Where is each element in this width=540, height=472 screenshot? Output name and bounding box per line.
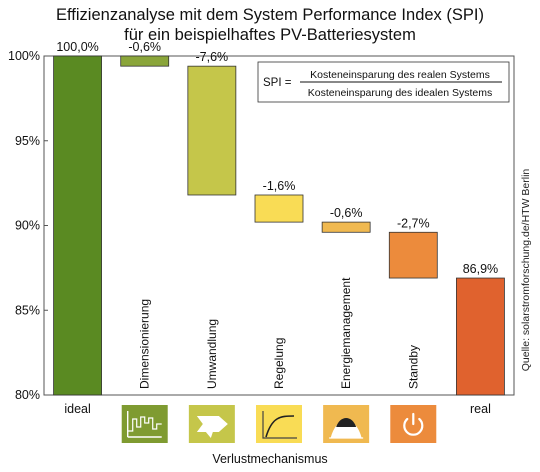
category-label: real bbox=[470, 402, 491, 416]
bar-value-label: -2,7% bbox=[397, 216, 430, 230]
bar-value-label: -0,6% bbox=[128, 40, 161, 54]
bar-regelung bbox=[254, 194, 304, 223]
y-tick-label: 85% bbox=[15, 303, 40, 317]
source-note: Quelle: solarstromforschung.de/HTW Berli… bbox=[520, 168, 532, 372]
formula-lhs: SPI = bbox=[263, 77, 292, 89]
bar-energiemanagement bbox=[321, 221, 371, 233]
bar-value-label: -0,6% bbox=[330, 206, 363, 220]
power-icon bbox=[390, 405, 437, 443]
bar-value-label: -7,6% bbox=[196, 50, 229, 64]
category-label: ideal bbox=[64, 402, 90, 416]
bar-ideal bbox=[53, 55, 102, 396]
category-label: Regelung bbox=[272, 338, 286, 389]
bar-value-label: 100,0% bbox=[56, 40, 98, 54]
y-tick-label: 80% bbox=[15, 388, 40, 402]
bar-value-label: -1,6% bbox=[263, 179, 296, 193]
category-label: Umwandlung bbox=[205, 319, 219, 389]
x-axis-title: Verlustmechanismus bbox=[212, 452, 328, 466]
control-curve-icon bbox=[256, 405, 302, 443]
y-tick-label: 100% bbox=[8, 49, 40, 63]
chart-subtitle: für ein beispielhaftes PV-Batteriesystem bbox=[124, 26, 416, 44]
bar-real bbox=[456, 277, 505, 396]
y-tick-label: 95% bbox=[15, 134, 40, 148]
y-tick-label: 90% bbox=[15, 219, 40, 233]
inverter-arrow-icon bbox=[188, 405, 235, 443]
bar-value-label: 86,9% bbox=[463, 262, 498, 276]
formula-denominator: Kosteneinsparung des idealen Systems bbox=[308, 87, 492, 99]
spi-formula: SPI = Kosteneinsparung des realen Systems… bbox=[257, 61, 510, 103]
category-label: Energiemanagement bbox=[339, 277, 353, 389]
category-label: Standby bbox=[406, 345, 420, 389]
energy-hill-icon bbox=[323, 405, 370, 443]
bar-standby bbox=[388, 231, 438, 279]
bar-umwandlung bbox=[187, 65, 237, 196]
formula-numerator: Kosteneinsparung des realen Systems bbox=[310, 69, 490, 81]
chart-title: Effizienzanalyse mit dem System Performa… bbox=[56, 6, 484, 24]
icon-tile bbox=[256, 405, 302, 443]
load-profile-icon bbox=[121, 405, 168, 443]
bar-dimensionierung bbox=[120, 55, 170, 67]
category-label: Dimensionierung bbox=[138, 299, 152, 389]
